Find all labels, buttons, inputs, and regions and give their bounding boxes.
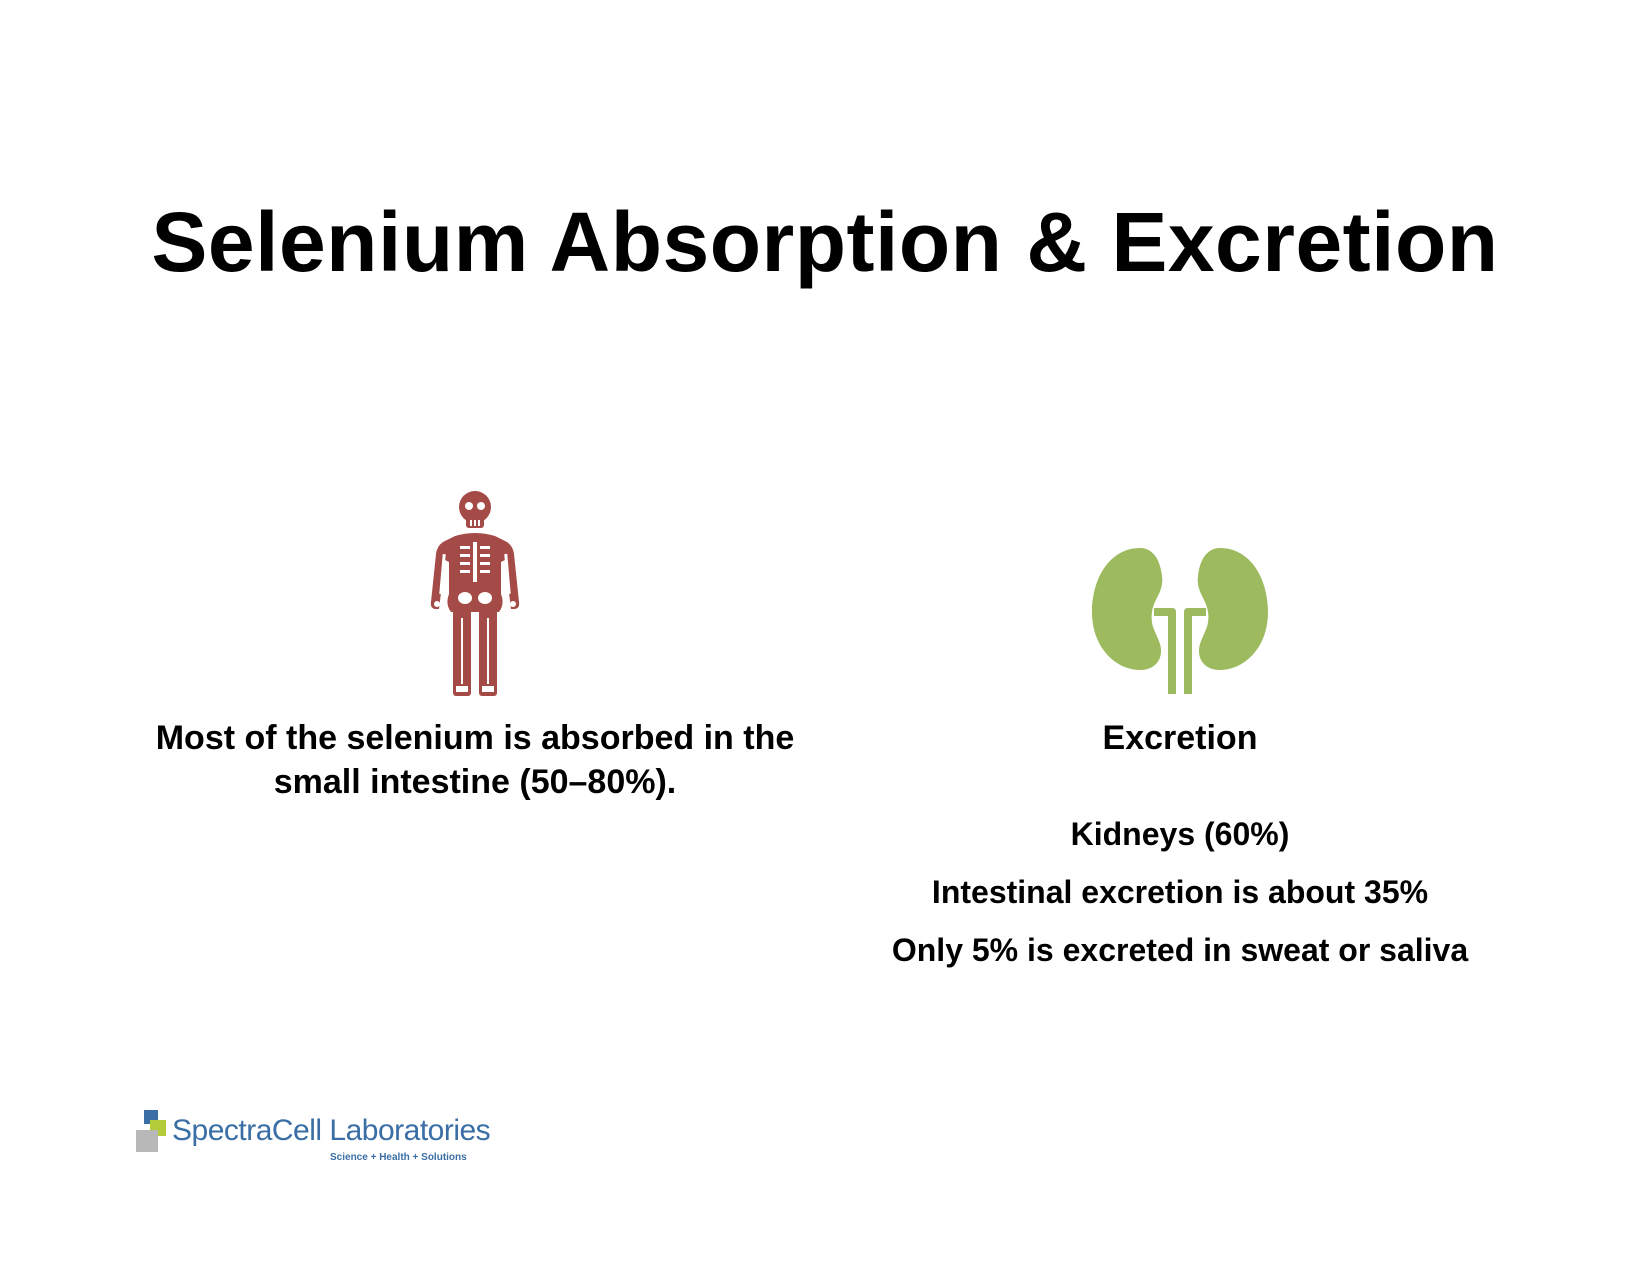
slide-title: Selenium Absorption & Excretion <box>151 195 1499 289</box>
logo-name: SpectraCell Laboratories <box>172 1114 491 1147</box>
spectracell-logo: SpectraCell Laboratories Science + Healt… <box>136 1110 516 1170</box>
excretion-heading: Excretion <box>1102 719 1258 757</box>
absorption-text: Most of the selenium is absorbed in the … <box>155 719 795 801</box>
skeleton-icon <box>430 491 520 696</box>
excretion-list: Kidneys (60%) Intestinal excretion is ab… <box>870 814 1490 970</box>
absorption-section: Most of the selenium is absorbed in the … <box>140 490 810 804</box>
excretion-section: Excretion Kidneys (60%) Intestinal excre… <box>870 490 1490 988</box>
logo-mark-icon <box>136 1110 166 1152</box>
kidneys-icon <box>1092 548 1268 694</box>
list-item: Kidneys (60%) <box>1070 816 1290 852</box>
list-item: Intestinal excretion is about 35% <box>931 874 1429 910</box>
list-item: Only 5% is excreted in sweat or saliva <box>891 932 1469 968</box>
logo-tagline: Science + Health + Solutions <box>330 1152 467 1163</box>
